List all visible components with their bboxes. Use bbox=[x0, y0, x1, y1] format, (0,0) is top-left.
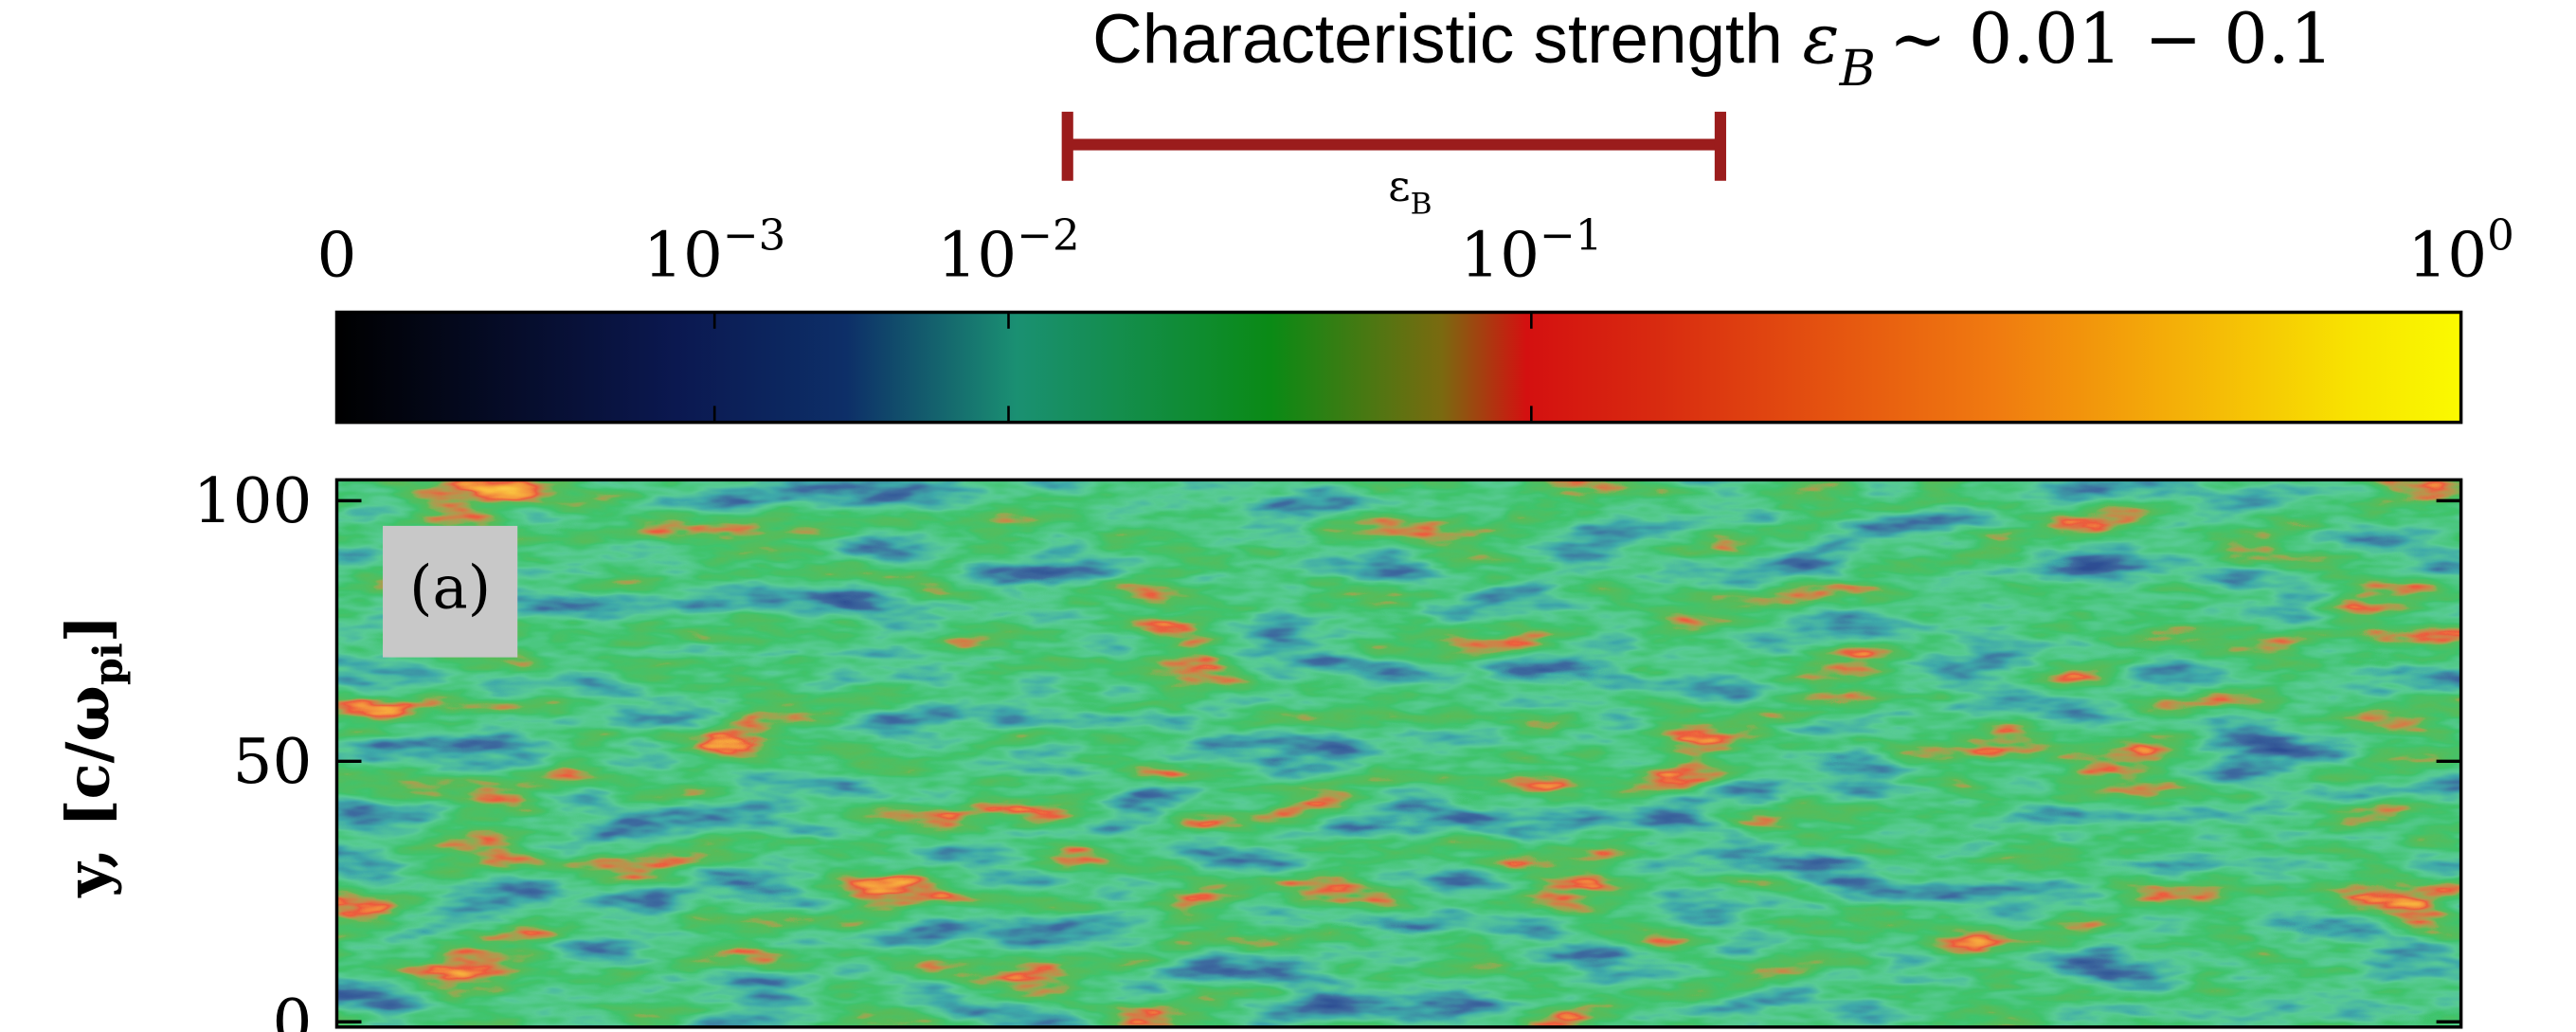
y-tick-label: 0 bbox=[273, 986, 313, 1032]
panel-label: (a) bbox=[409, 553, 491, 623]
tick-base: 10 bbox=[1460, 218, 1540, 291]
tick-base: 10 bbox=[937, 218, 1017, 291]
title: Characteristic strength εB ∼ 0.01 − 0.1 bbox=[1092, 0, 2333, 98]
y-tick-label: 50 bbox=[233, 725, 313, 798]
tick-exponent: 0 bbox=[2487, 210, 2514, 261]
tick-base: 10 bbox=[2407, 218, 2487, 291]
y-label-subscript: pi bbox=[84, 643, 131, 685]
colorbar-subscript: B bbox=[1411, 187, 1432, 221]
colorbar-tick-label: 100 bbox=[2407, 210, 2514, 292]
tick-base: 10 bbox=[643, 218, 723, 291]
colorbar-label: εB bbox=[1388, 161, 1432, 222]
title-subscript: B bbox=[1839, 41, 1876, 98]
y-label-text: y, [c/ω bbox=[52, 685, 122, 897]
y-tick-label: 100 bbox=[193, 464, 313, 537]
tick-exponent: −2 bbox=[1017, 210, 1079, 261]
colorbar-tick-label: 0 bbox=[317, 218, 357, 291]
title-text: Characteristic strength bbox=[1092, 1, 1783, 78]
field-image bbox=[336, 480, 2461, 1027]
tick-exponent: −1 bbox=[1540, 210, 1602, 261]
colorbar-tick-label: 10−1 bbox=[1460, 210, 1602, 292]
title-symbol: ε bbox=[1803, 0, 1840, 80]
y-label-end: ] bbox=[52, 615, 122, 643]
colorbar-symbol: ε bbox=[1388, 161, 1410, 211]
y-axis-label: y, [c/ωpi] bbox=[52, 615, 131, 898]
colorbar bbox=[334, 310, 2463, 425]
panel-box bbox=[383, 525, 518, 658]
plot-frame bbox=[334, 478, 2463, 1029]
tick-exponent: −3 bbox=[723, 210, 785, 261]
colorbar-tick-label: 10−3 bbox=[643, 210, 785, 292]
title-rest: ∼ 0.01 − 0.1 bbox=[1889, 0, 2333, 80]
colorbar-tick-label: 10−2 bbox=[937, 210, 1079, 292]
